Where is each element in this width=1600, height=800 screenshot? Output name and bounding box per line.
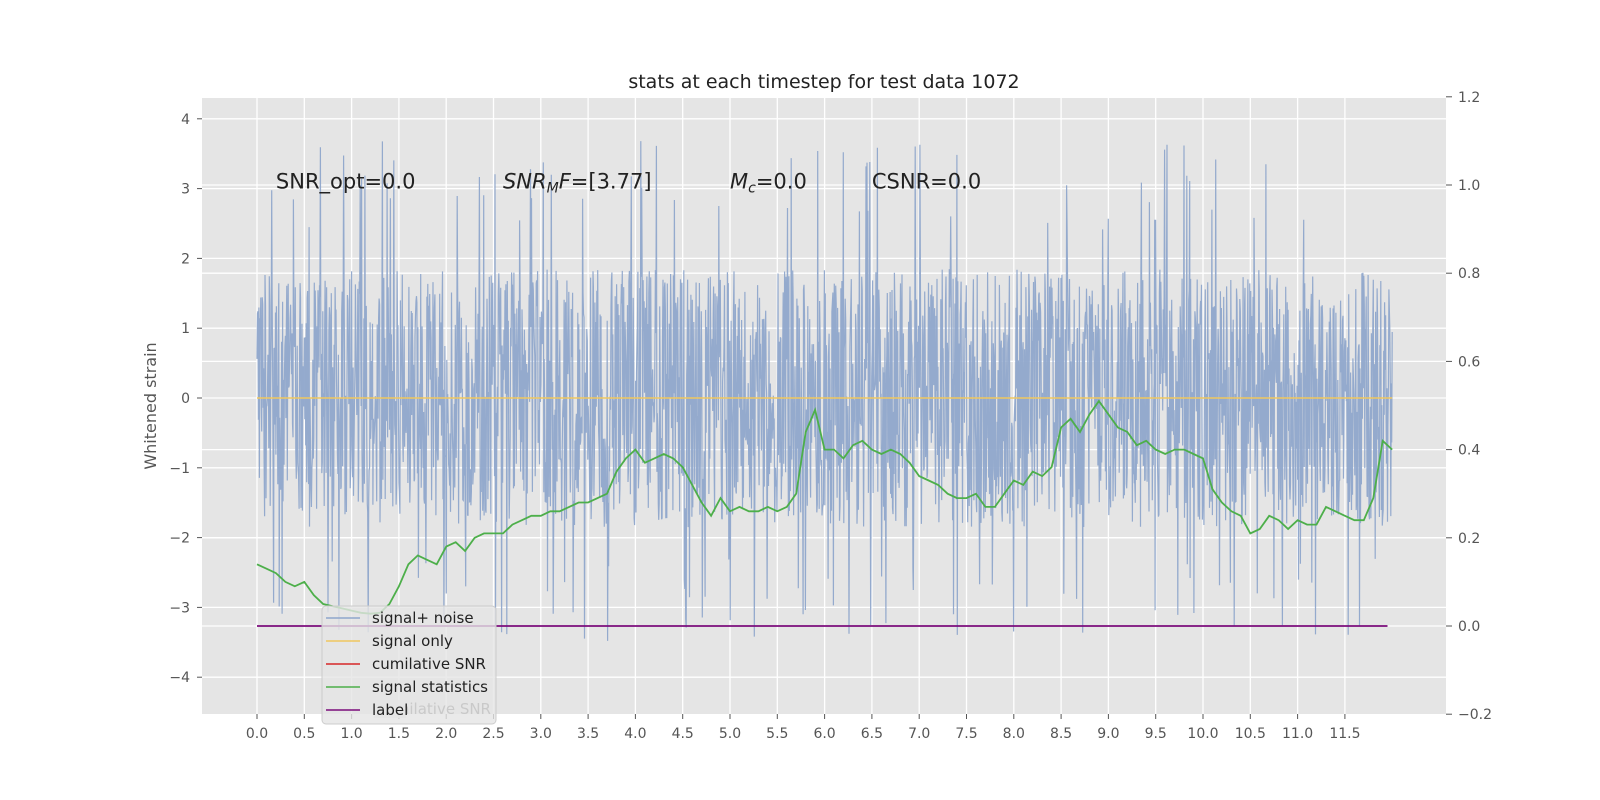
x-tick-label: 1.0 [340, 726, 362, 742]
x-tick-label: 0.5 [293, 726, 315, 742]
x-tick-label: 5.5 [766, 726, 788, 742]
legend-label: signal statistics [372, 678, 488, 696]
legend-label: signal+ noise [372, 609, 474, 627]
y-tick-label: −1 [169, 461, 190, 477]
legend-label: cumilative SNR [372, 655, 486, 673]
y2-tick-label: 0.0 [1458, 619, 1480, 635]
annotation-main: SNR [503, 170, 547, 194]
y-tick-label: 1 [181, 321, 190, 337]
x-tick-label: 8.5 [1050, 726, 1072, 742]
annotation-rest: =0.0 [756, 170, 807, 194]
y2-tick-label: 0.4 [1458, 443, 1480, 459]
y-tick-label: −3 [169, 600, 190, 616]
x-tick-label: 11.0 [1282, 726, 1313, 742]
y-tick-label: 0 [181, 391, 190, 407]
x-tick-label: 1.5 [388, 726, 410, 742]
annotation-1: SNRMF=[3.77] [503, 170, 652, 197]
x-tick-label: 7.5 [955, 726, 977, 742]
x-tick-label: 10.0 [1187, 726, 1218, 742]
x-tick-label: 8.0 [1003, 726, 1025, 742]
chart-title: stats at each timestep for test data 107… [628, 71, 1019, 93]
annotation-3: CSNR=0.0 [872, 170, 981, 194]
y2-tick-label: 1.2 [1458, 90, 1480, 106]
y2-tick-label: 1.0 [1458, 178, 1480, 194]
y2-tick-label: 0.2 [1458, 531, 1480, 547]
annotation-2: Mc=0.0 [730, 170, 807, 197]
y-tick-label: 4 [181, 112, 190, 128]
x-tick-label: 6.0 [813, 726, 835, 742]
y-tick-label: −4 [169, 670, 190, 686]
annotation-rest: F [559, 170, 572, 194]
x-tick-label: 7.0 [908, 726, 930, 742]
x-tick-label: 9.0 [1097, 726, 1119, 742]
x-tick-label: 10.5 [1235, 726, 1266, 742]
annotation-sub: M [547, 181, 559, 197]
x-tick-label: 2.5 [482, 726, 504, 742]
legend-box [321, 605, 497, 725]
x-tick-label: 9.5 [1145, 726, 1167, 742]
legend-label: label [372, 701, 408, 719]
x-tick-label: 2.0 [435, 726, 457, 742]
x-tick-label: 5.0 [719, 726, 741, 742]
x-tick-label: 4.5 [672, 726, 694, 742]
x-axis-ticks: 0.0 0.5 1.0 1.5 2.0 2.5 3.0 3.5 4.0 4.5 5.0 5.5 6.0 6… [246, 714, 1360, 742]
signal-statistics-line [256, 399, 1393, 615]
x-tick-label: 6.5 [861, 726, 883, 742]
x-tick-label: 4.0 [624, 726, 646, 742]
y-tick-label: −2 [169, 531, 190, 547]
x-tick-label: 3.0 [530, 726, 552, 742]
annotation-rest-value: =[3.77] [571, 170, 652, 194]
y-axis-ticks: 4 3 2 1 0 −1 −2 −3 −4 [169, 112, 202, 686]
annotation-main: M [730, 170, 748, 194]
y2-tick-label: 0.8 [1458, 266, 1480, 282]
signal-noise-line [256, 141, 1393, 641]
annotation-sub: c [748, 181, 756, 197]
legend-ghost-mask [374, 700, 406, 718]
x-tick-label: 3.5 [577, 726, 599, 742]
y2-axis-ticks: 1.2 1.0 0.8 0.6 0.4 0.2 0.0 −0.2 [1446, 90, 1492, 723]
y-axis-label: Whitened strain [141, 342, 160, 469]
y-tick-label: 3 [181, 182, 190, 198]
x-tick-label: 11.5 [1329, 726, 1360, 742]
y2-tick-label: −0.2 [1458, 707, 1492, 723]
y2-tick-label: 0.6 [1458, 354, 1480, 370]
signal-noise-series [256, 141, 1393, 641]
annotations: SNR_opt=0.0 SNRMF=[3.77] Mc=0.0 CSNR=0.0 [276, 170, 981, 197]
y-tick-label: 2 [181, 251, 190, 267]
annotation-0: SNR_opt=0.0 [276, 170, 416, 195]
x-tick-label: 0.0 [246, 726, 268, 742]
legend-label: signal only [372, 632, 453, 650]
